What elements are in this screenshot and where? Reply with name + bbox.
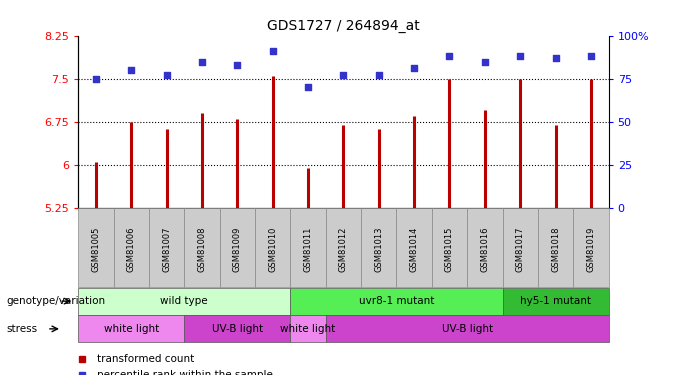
Bar bbox=[149, 208, 184, 287]
Text: GSM81010: GSM81010 bbox=[268, 226, 277, 272]
Text: wild type: wild type bbox=[160, 296, 208, 306]
Bar bbox=[255, 208, 290, 287]
Text: GSM81014: GSM81014 bbox=[409, 226, 419, 272]
Point bbox=[373, 72, 384, 78]
Text: white light: white light bbox=[280, 324, 336, 334]
Bar bbox=[184, 208, 220, 287]
Text: GSM81011: GSM81011 bbox=[303, 226, 313, 272]
Text: GSM81006: GSM81006 bbox=[126, 226, 136, 272]
Point bbox=[232, 62, 243, 68]
Bar bbox=[220, 208, 255, 287]
Text: GSM81009: GSM81009 bbox=[233, 226, 242, 272]
Point bbox=[303, 84, 313, 90]
Bar bbox=[503, 208, 538, 287]
Text: genotype/variation: genotype/variation bbox=[7, 296, 106, 306]
Text: percentile rank within the sample: percentile rank within the sample bbox=[97, 370, 273, 375]
Point bbox=[585, 53, 596, 59]
Text: GSM81019: GSM81019 bbox=[586, 226, 596, 272]
Bar bbox=[326, 315, 609, 342]
Text: GSM81008: GSM81008 bbox=[197, 226, 207, 272]
Text: GSM81012: GSM81012 bbox=[339, 226, 348, 272]
Bar bbox=[538, 208, 573, 287]
Text: GSM81016: GSM81016 bbox=[480, 226, 490, 272]
Text: white light: white light bbox=[103, 324, 159, 334]
Text: GSM81007: GSM81007 bbox=[162, 226, 171, 272]
Bar bbox=[290, 208, 326, 287]
Bar bbox=[361, 208, 396, 287]
Bar bbox=[467, 208, 503, 287]
Point bbox=[444, 53, 455, 59]
Point bbox=[161, 72, 172, 78]
Title: GDS1727 / 264894_at: GDS1727 / 264894_at bbox=[267, 19, 420, 33]
Bar bbox=[326, 208, 361, 287]
Text: uvr8-1 mutant: uvr8-1 mutant bbox=[359, 296, 434, 306]
Bar bbox=[290, 315, 326, 342]
Text: UV-B light: UV-B light bbox=[441, 324, 493, 334]
Text: GSM81005: GSM81005 bbox=[91, 226, 101, 272]
Text: UV-B light: UV-B light bbox=[211, 324, 263, 334]
Bar bbox=[184, 315, 290, 342]
Text: GSM81015: GSM81015 bbox=[445, 226, 454, 272]
Text: GSM81018: GSM81018 bbox=[551, 226, 560, 272]
Point bbox=[126, 67, 137, 73]
Bar bbox=[432, 208, 467, 287]
Text: transformed count: transformed count bbox=[97, 354, 194, 363]
Bar bbox=[290, 288, 503, 315]
Bar bbox=[78, 208, 114, 287]
Bar bbox=[78, 315, 184, 342]
Text: GSM81017: GSM81017 bbox=[515, 226, 525, 272]
Point bbox=[338, 72, 349, 78]
Bar bbox=[573, 208, 609, 287]
Bar bbox=[78, 288, 290, 315]
Point bbox=[550, 55, 561, 61]
Point bbox=[197, 58, 207, 64]
Point bbox=[409, 65, 420, 71]
Bar bbox=[396, 208, 432, 287]
Text: stress: stress bbox=[7, 324, 38, 334]
Text: GSM81013: GSM81013 bbox=[374, 226, 384, 272]
Point bbox=[267, 48, 278, 54]
Bar bbox=[114, 208, 149, 287]
Point bbox=[90, 76, 101, 82]
Point bbox=[515, 53, 526, 59]
Bar bbox=[503, 288, 609, 315]
Point bbox=[479, 58, 490, 64]
Text: hy5-1 mutant: hy5-1 mutant bbox=[520, 296, 591, 306]
